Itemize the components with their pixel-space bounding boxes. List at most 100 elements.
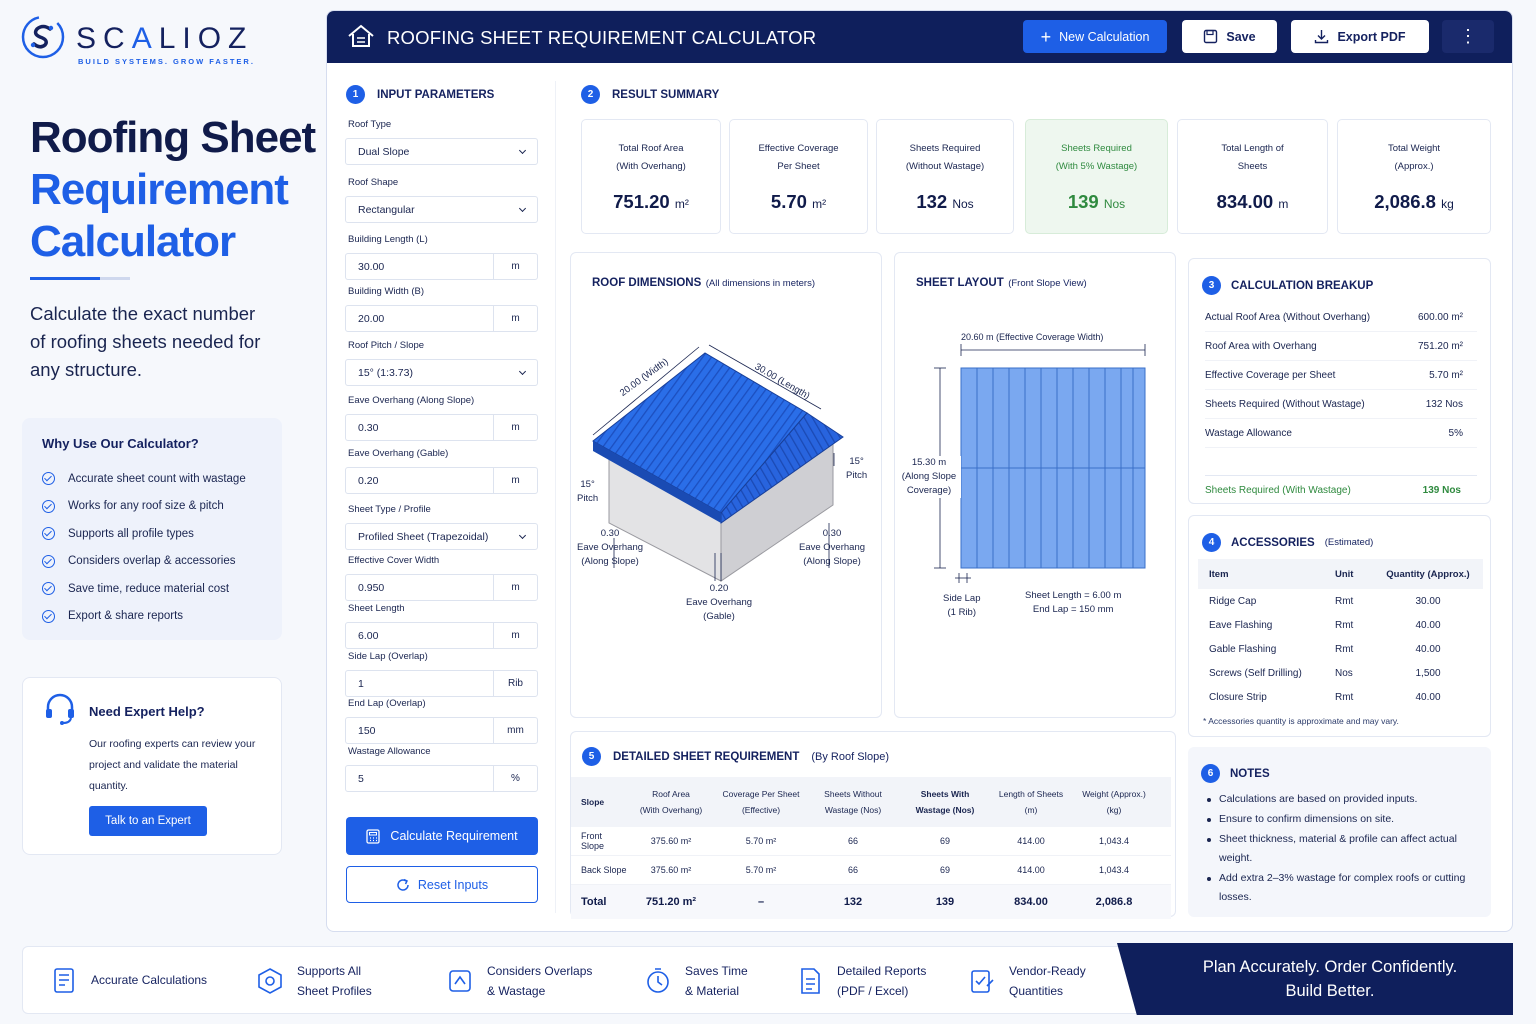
- why-item: Accurate sheet count with wastage: [42, 465, 262, 493]
- stopwatch-icon: [647, 968, 669, 993]
- hero-divider: [30, 277, 100, 280]
- accessories-note: * Accessories quantity is approximate an…: [1203, 716, 1399, 726]
- card-value: 751.20 m²: [613, 191, 689, 212]
- export-pdf-button[interactable]: Export PDF: [1291, 20, 1429, 53]
- table-cell: 375.60 m²: [650, 836, 692, 846]
- hero-title: Roofing Sheet Requirement Calculator: [30, 112, 316, 268]
- summary-card: Sheets Required (Without Wastage) 132 Nos: [876, 119, 1014, 234]
- field-label: Roof Type: [348, 119, 392, 130]
- field-value: 0.950: [358, 581, 385, 594]
- input-field[interactable]: 6.00 m: [345, 622, 538, 649]
- table-row: Front Slope 375.60 m² 5.70 m² 66 69 414.00 1,0…: [571, 827, 1171, 856]
- brand-name: SCALIOZ: [76, 22, 254, 55]
- table-cell: 1,043.4: [1098, 836, 1130, 846]
- why-item: Export & share reports: [42, 603, 262, 631]
- detail-total-row: Total 751.20 m² – 132 139 834.00 2,086.8: [571, 885, 1171, 919]
- left-eave-label: 0.30 Eave Overhang (Along Slope): [577, 528, 644, 567]
- tagline-banner: Plan Accurately. Order Confidently. Buil…: [1117, 943, 1513, 1015]
- table-cell: 1,043.4: [1098, 865, 1130, 875]
- why-panel: Why Use Our Calculator? Accurate sheet c…: [22, 418, 282, 640]
- field-unit: Rib: [493, 671, 537, 696]
- left-pitch-label: 15° Pitch: [577, 479, 599, 504]
- column-header: Roof Area (With Overhang): [639, 789, 703, 815]
- table-row: Back Slope 375.60 m² 5.70 m² 66 69 414.00 1,04…: [571, 856, 1171, 885]
- input-field[interactable]: 0.20 m: [345, 467, 538, 494]
- table-cell: 414.00: [1017, 836, 1045, 846]
- table-cell: 5.70 m²: [745, 865, 777, 875]
- sheet-layout-panel: SHEET LAYOUT (Front Slope View) 20.60 m …: [894, 252, 1176, 718]
- save-button[interactable]: Save: [1182, 20, 1277, 53]
- banner-line-1: Plan Accurately. Order Confidently.: [1202, 958, 1458, 976]
- check-circle-icon: [42, 582, 55, 596]
- plus-icon: +: [1040, 26, 1052, 47]
- total-cell: 139: [935, 896, 955, 908]
- more-options-button[interactable]: ⋮: [1442, 20, 1494, 53]
- breakup-row: Wastage Allowance 5%: [1205, 419, 1477, 448]
- chevron-down-icon: [518, 531, 527, 539]
- select-field[interactable]: Dual Slope: [345, 138, 538, 165]
- calculate-button[interactable]: Calculate Requirement: [346, 817, 538, 855]
- summary-card: Total Roof Area (With Overhang) 751.20 m²: [581, 119, 721, 234]
- table-cell: 69: [939, 865, 950, 875]
- total-cell: 751.20 m²: [645, 896, 697, 908]
- why-item: Save time, reduce material cost: [42, 575, 262, 603]
- notes-list: Calculations are based on provided input…: [1204, 790, 1480, 908]
- headset-icon: [46, 693, 74, 725]
- chevron-down-icon: [518, 204, 527, 212]
- download-icon: [1315, 30, 1329, 44]
- talk-to-expert-button[interactable]: Talk to an Expert: [89, 806, 207, 836]
- hero-description: Calculate the exact number of roofing sh…: [30, 303, 261, 380]
- check-circle-icon: [42, 527, 55, 541]
- input-field[interactable]: 0.950 m: [345, 574, 538, 601]
- detail-table-rows: Front Slope 375.60 m² 5.70 m² 66 69 414.00 1,0…: [571, 827, 1171, 885]
- house-icon: [348, 24, 374, 47]
- column-header: Coverage Per Sheet (Effective): [722, 789, 800, 815]
- detail-subtitle: (By Roof Slope): [811, 750, 890, 763]
- notes-header: 6 NOTES: [1201, 764, 1270, 783]
- select-field[interactable]: 15° (1:3.73): [345, 359, 538, 386]
- document-icon: [801, 968, 820, 994]
- field-label: Sheet Type / Profile: [348, 504, 431, 515]
- field-label: Roof Pitch / Slope: [348, 340, 425, 351]
- hero-line-2: Requirement: [30, 165, 289, 214]
- footer-item: Accurate Calculations: [49, 965, 207, 995]
- help-description: Our roofing experts can review your proj…: [89, 738, 256, 792]
- input-field[interactable]: 5%: [345, 765, 538, 792]
- input-field[interactable]: 30.00 m: [345, 253, 538, 280]
- footer-item: Vendor-Ready Quantities: [967, 961, 1086, 1001]
- side-lap-label: Side Lap (1 Rib): [943, 593, 981, 618]
- sheet-layout-diagram: [934, 344, 1146, 583]
- field-value: 20.00: [358, 312, 385, 325]
- step-number: 1: [346, 85, 365, 104]
- field-label: Roof Shape: [348, 177, 399, 188]
- check-circle-icon: [42, 499, 55, 513]
- select-field[interactable]: Rectangular: [345, 196, 538, 223]
- step-number: 6: [1201, 764, 1220, 783]
- input-field[interactable]: 150 mm: [345, 717, 538, 744]
- select-field[interactable]: Profiled Sheet (Trapezoidal): [345, 523, 538, 550]
- calculator-panel: ROOFING SHEET REQUIREMENT CALCULATOR + Ne…: [326, 10, 1513, 932]
- slope-coverage-label: 15.30 m (Along Slope Coverage): [897, 456, 961, 498]
- accessory-row: Closure Strip Rmt 40.00: [1209, 691, 1441, 703]
- new-calculation-button[interactable]: + New Calculation: [1023, 20, 1167, 53]
- refresh-icon: [397, 878, 409, 891]
- input-section-header: 1 INPUT PARAMETERS: [346, 85, 494, 104]
- field-value: 5: [358, 772, 364, 785]
- table-cell: 414.00: [1017, 865, 1045, 875]
- total-cell: Total: [581, 896, 607, 908]
- field-value: Profiled Sheet (Trapezoidal): [358, 530, 489, 543]
- reset-button[interactable]: Reset Inputs: [346, 866, 538, 903]
- field-unit: m: [493, 415, 537, 440]
- input-field[interactable]: 20.00 m: [345, 305, 538, 332]
- checklist-icon: [971, 970, 994, 993]
- input-field[interactable]: 0.30 m: [345, 414, 538, 441]
- clipboard-list-icon: [54, 968, 74, 993]
- banner-line-2: Build Better.: [1285, 982, 1375, 1000]
- input-field[interactable]: 1 Rib: [345, 670, 538, 697]
- accessories-panel: 4 ACCESSORIES (Estimated) Item Unit Quanti…: [1188, 515, 1491, 737]
- table-cell: Front Slope: [581, 831, 605, 851]
- why-item: Considers overlap & accessories: [42, 548, 262, 576]
- why-item: Works for any roof size & pitch: [42, 493, 262, 521]
- card-label: Total Length of Sheets: [1221, 143, 1284, 172]
- column-header: Slope: [581, 797, 605, 807]
